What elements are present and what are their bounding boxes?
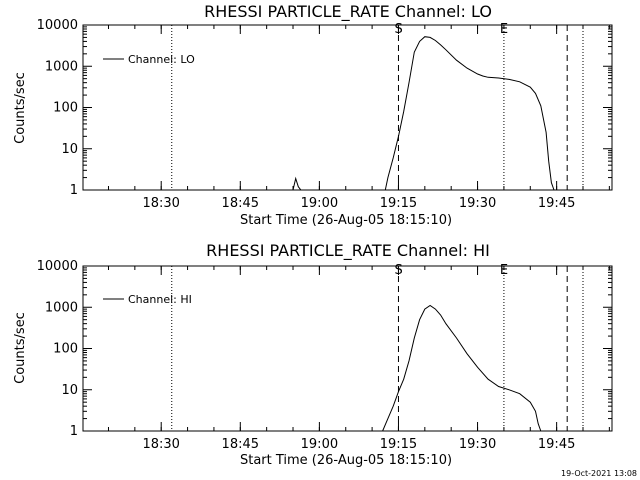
x-tick-label: 18:30 — [142, 437, 179, 452]
x-tick-label: 19:45 — [538, 196, 575, 211]
y-tick-label: 100 — [53, 342, 78, 357]
legend-label: Channel: LO — [128, 53, 195, 66]
series-line — [382, 304, 542, 432]
x-tick-label: 19:30 — [459, 196, 496, 211]
plot-area: SE11010010001000018:3018:4519:0019:1519:… — [37, 259, 613, 452]
y-tick-label: 1000 — [45, 300, 78, 315]
chart-panel-hi: RHESSI PARTICLE_RATE Channel: HI Start T… — [13, 241, 613, 468]
x-tick-label: 19:45 — [538, 437, 575, 452]
y-tick-label: 1000 — [45, 59, 78, 74]
x-tick-label: 19:15 — [380, 437, 417, 452]
legend: Channel: HI — [103, 293, 192, 306]
y-tick-label: 100 — [53, 101, 78, 116]
y-tick-label: 1 — [70, 424, 78, 439]
plot-area: SE11010010001000018:3018:4519:0019:1519:… — [37, 18, 613, 211]
y-axis-label: Counts/sec — [13, 312, 28, 384]
x-axis-label: Start Time (26-Aug-05 18:15:10) — [240, 213, 452, 228]
x-tick-label: 19:30 — [459, 437, 496, 452]
legend-label: Channel: HI — [128, 293, 192, 306]
y-axis-label: Counts/sec — [13, 72, 28, 144]
chart-panel-lo: RHESSI PARTICLE_RATE Channel: LO Start T… — [13, 2, 613, 228]
timestamp: 19-Oct-2021 13:08 — [561, 469, 637, 478]
y-tick-label: 10 — [61, 142, 78, 157]
x-tick-label: 18:45 — [222, 196, 259, 211]
x-tick-label: 19:00 — [301, 196, 338, 211]
x-axis-label: Start Time (26-Aug-05 18:15:10) — [240, 453, 452, 468]
x-tick-label: 19:15 — [380, 196, 417, 211]
y-tick-label: 10 — [61, 383, 78, 398]
series-line — [292, 36, 555, 191]
y-tick-label: 1 — [70, 183, 78, 198]
x-tick-label: 18:45 — [222, 437, 259, 452]
y-tick-label: 10000 — [37, 18, 78, 33]
chart-title: RHESSI PARTICLE_RATE Channel: LO — [204, 2, 492, 22]
x-tick-label: 19:00 — [301, 437, 338, 452]
y-tick-label: 10000 — [37, 259, 78, 274]
marker-label: E — [500, 263, 508, 278]
marker-label: E — [500, 22, 508, 37]
chart-title: RHESSI PARTICLE_RATE Channel: HI — [206, 241, 490, 261]
x-tick-label: 18:30 — [142, 196, 179, 211]
legend: Channel: LO — [103, 53, 195, 66]
